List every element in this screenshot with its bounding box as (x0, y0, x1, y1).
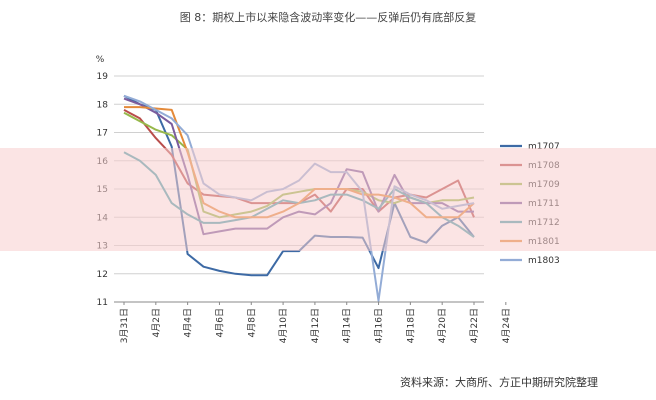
x-tick-label: 4月24日 (501, 308, 512, 343)
legend-label-m1709: m1709 (528, 180, 560, 190)
x-tick-label: 4月8日 (246, 308, 257, 337)
legend-label-m1708: m1708 (528, 161, 560, 171)
source-note: 资料来源：大商所、方正中期研究院整理 (400, 375, 598, 389)
x-tick-label: 4月2日 (151, 308, 162, 337)
y-tick-label: 14 (97, 213, 109, 223)
y-tick-label: 19 (97, 72, 109, 82)
chart-title: 图 8：期权上市以来隐含波动率变化——反弹后仍有底部反复 (180, 10, 477, 24)
y-tick-label: 15 (97, 185, 108, 195)
x-tick-label: 4月16日 (374, 308, 385, 343)
series-lines (123, 94, 475, 302)
legend-label-m1711: m1711 (528, 199, 560, 209)
y-tick-label: 17 (97, 129, 108, 139)
legend-label-m1707: m1707 (528, 142, 560, 152)
y-tick-label: 18 (97, 100, 109, 110)
legend: m1707 m1708 m1709 m1711 m1712 m1801 m1803 (500, 142, 560, 266)
legend-label-m1801: m1801 (528, 237, 560, 247)
y-tick-label: 13 (97, 242, 108, 252)
x-tick-label: 4月18日 (405, 308, 416, 343)
x-tick-label: 4月4日 (183, 308, 194, 337)
x-tick-label: 4月22日 (469, 308, 480, 343)
legend-label-m1803: m1803 (528, 256, 560, 266)
legend-label-m1712: m1712 (528, 218, 560, 228)
x-tick-label: 4月14日 (342, 308, 353, 343)
y-axis-unit-label: % (96, 55, 105, 65)
x-tick-label: 4月6日 (214, 308, 225, 337)
y-tick-label: 16 (97, 157, 109, 167)
x-tick-label: 4月10日 (278, 308, 289, 343)
series-line-m1803 (123, 94, 475, 302)
y-tick-label: 12 (97, 270, 108, 280)
x-tick-label: 3月31日 (119, 308, 130, 343)
x-tick-label: 4月12日 (310, 308, 321, 343)
x-tick-label: 4月20日 (437, 308, 448, 343)
y-tick-label: 11 (97, 298, 108, 308)
